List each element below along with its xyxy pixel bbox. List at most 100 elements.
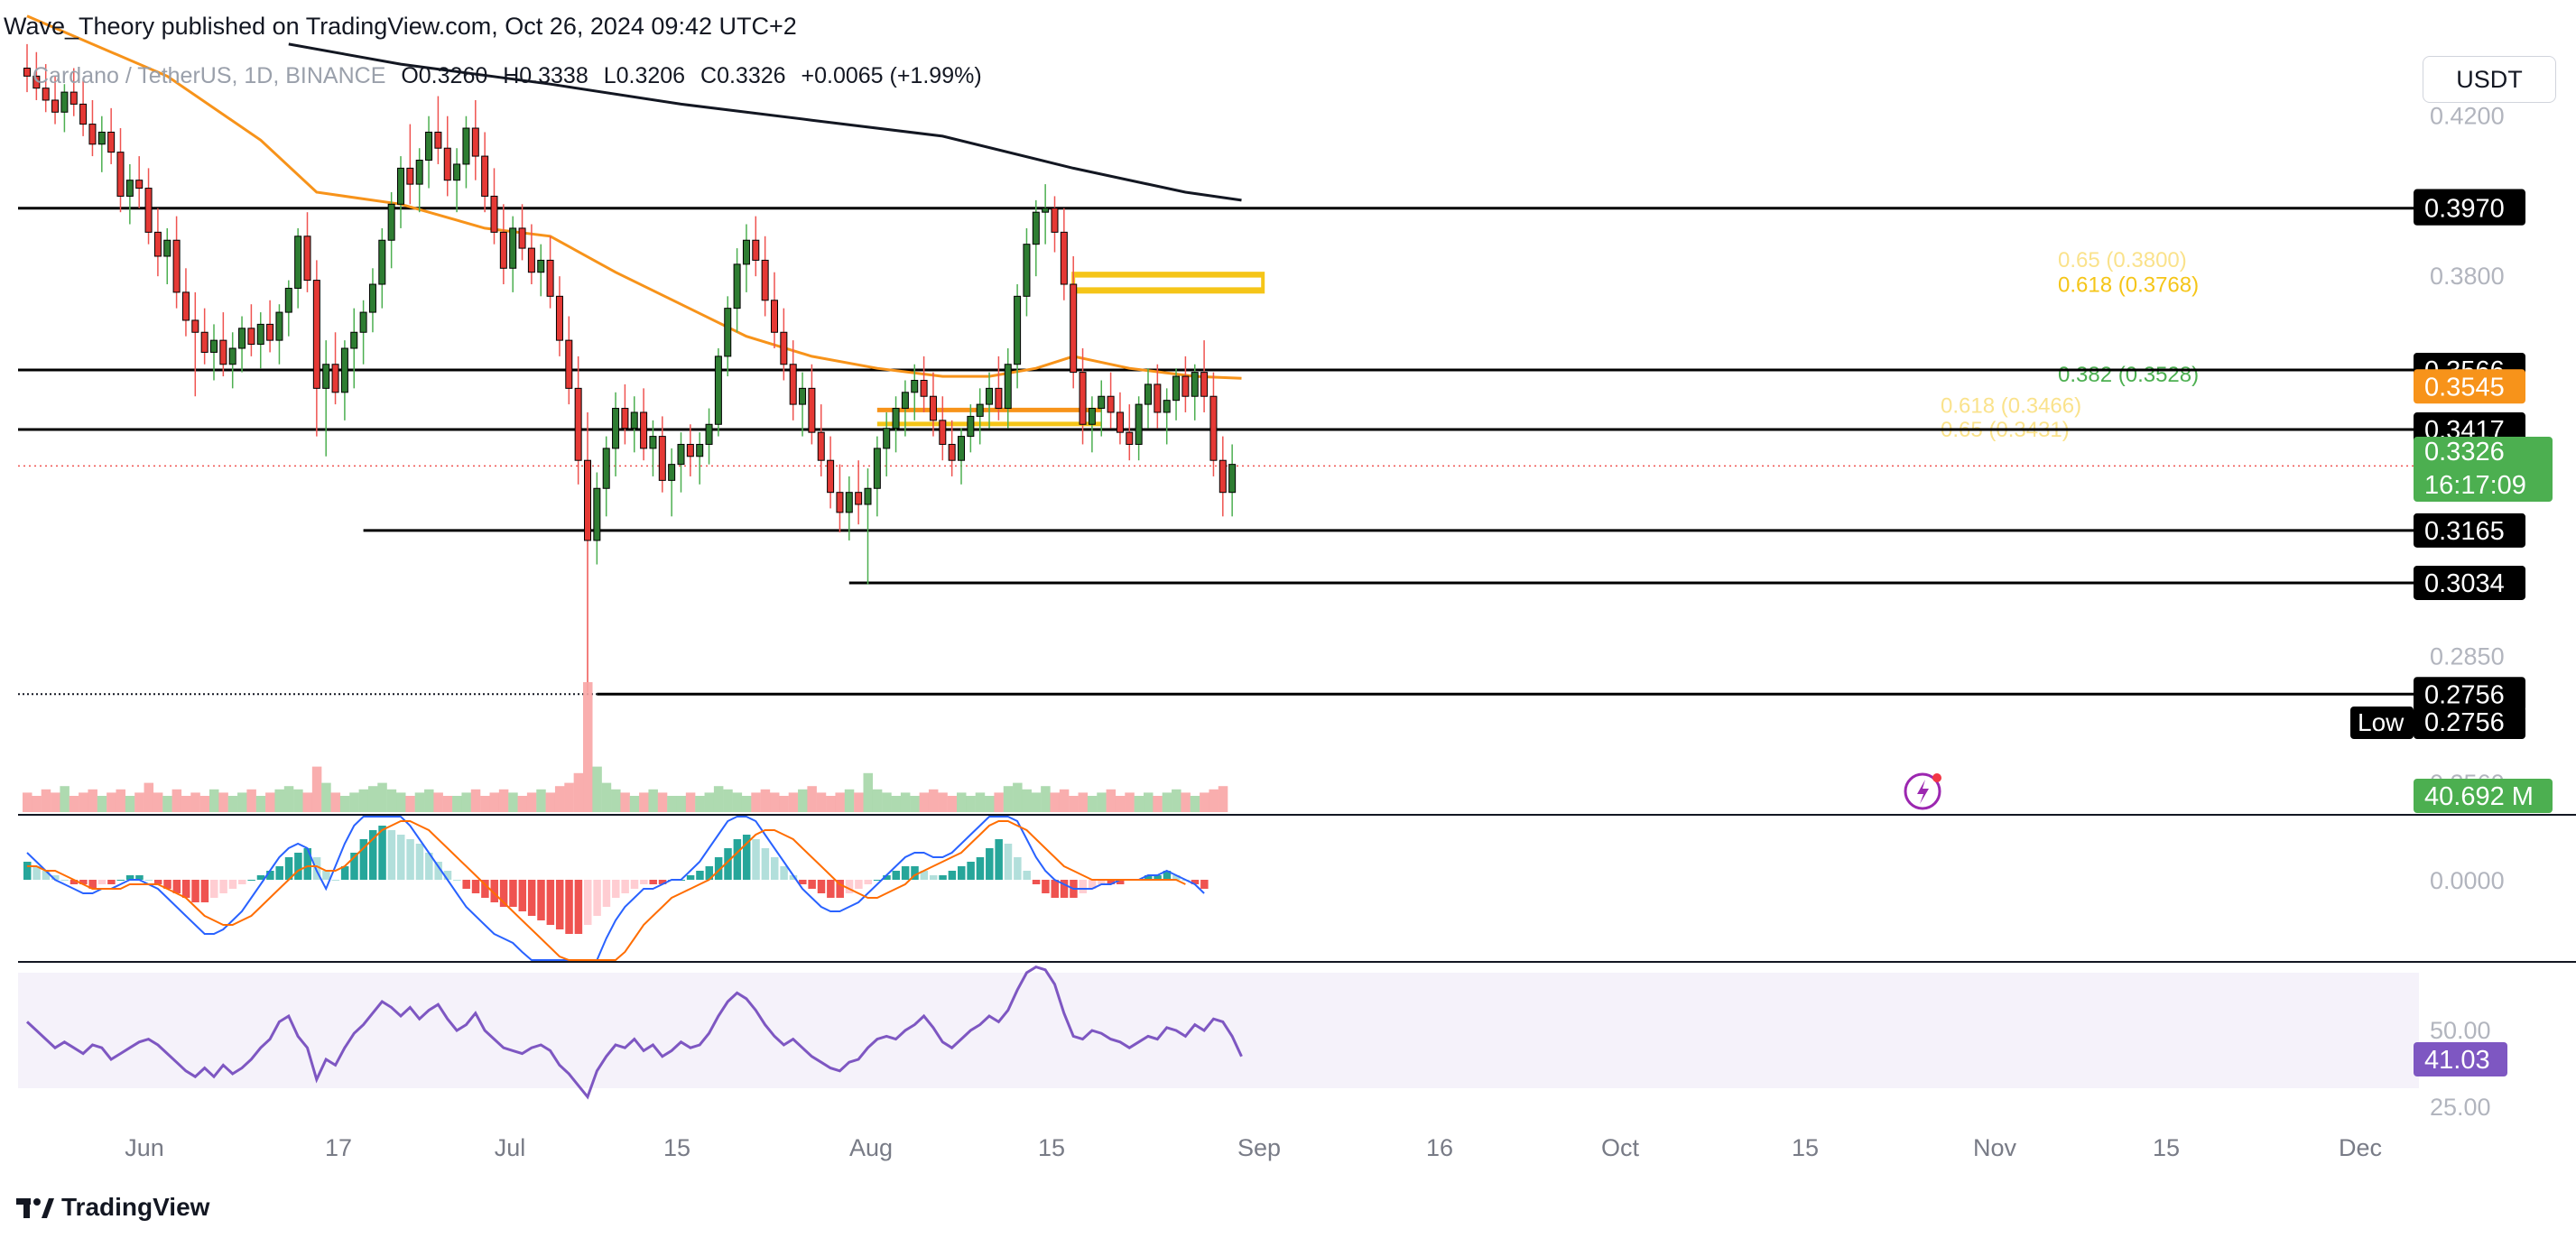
- macd-histogram-bar: [415, 844, 424, 880]
- candle-body: [574, 387, 582, 461]
- candle-body: [1200, 372, 1209, 397]
- macd-histogram-bar: [294, 853, 302, 880]
- candle-body: [462, 127, 470, 165]
- macd-histogram-bar: [574, 880, 583, 934]
- candle-body: [771, 300, 778, 333]
- volume-bar: [349, 792, 359, 812]
- macd-histogram-bar: [378, 826, 386, 880]
- volume-bar: [461, 792, 471, 812]
- fib-label: 0.65 (0.3800): [2058, 248, 2187, 273]
- candle-body: [724, 308, 732, 357]
- macd-histogram-bar: [593, 880, 601, 916]
- macd-histogram-bar: [51, 875, 60, 880]
- volume-bar: [872, 789, 883, 812]
- macd-histogram-bar: [60, 880, 69, 881]
- macd-histogram-bar: [584, 880, 592, 925]
- volume-bar: [218, 792, 228, 812]
- rsi-tick: 50.00: [2430, 1017, 2491, 1044]
- current-price-tag: 0.3326 16:17:09: [2414, 437, 2553, 502]
- candle-body: [1144, 383, 1152, 405]
- macd-histogram-bar: [527, 880, 536, 916]
- macd-histogram-bar: [565, 880, 573, 934]
- candle-body: [23, 67, 31, 77]
- candle-body: [1135, 403, 1143, 445]
- volume-bar: [779, 796, 789, 812]
- candle-body: [368, 283, 376, 313]
- low-value: 0.3206: [616, 63, 686, 88]
- candle-body: [527, 247, 535, 273]
- candle-body: [1107, 395, 1115, 413]
- candle-body: [42, 88, 50, 101]
- volume-bar: [1041, 786, 1051, 812]
- macd-histogram-bar: [200, 880, 209, 902]
- candle-body: [845, 492, 853, 513]
- volume-bar: [657, 792, 668, 812]
- candle-body: [593, 487, 601, 541]
- candle-body: [1219, 459, 1227, 494]
- tradingview-logo[interactable]: TradingView: [16, 1193, 209, 1222]
- candle-body: [1126, 431, 1134, 445]
- candle-body: [1088, 408, 1096, 425]
- candle-body: [873, 448, 881, 489]
- candle-body: [144, 188, 153, 233]
- volume-bar: [629, 796, 640, 812]
- volume-bar: [928, 789, 939, 812]
- volume-bar: [770, 792, 780, 812]
- volume-bar: [1106, 789, 1117, 812]
- volume-bar: [517, 796, 528, 812]
- grid: [18, 814, 2576, 963]
- candle-body: [836, 492, 844, 513]
- volume-bar: [788, 792, 799, 812]
- volume-bar: [97, 796, 107, 812]
- macd-histogram-bar: [752, 839, 760, 880]
- candle-body: [107, 131, 116, 153]
- time-tick: 16: [1426, 1134, 1453, 1161]
- macd-histogram-bar: [1088, 880, 1097, 889]
- volume-bar: [51, 792, 60, 812]
- candle-body: [1098, 395, 1106, 410]
- macd-histogram-bar: [789, 875, 798, 880]
- candle-body: [1023, 244, 1031, 297]
- ema200-line: [288, 42, 1242, 202]
- symbol-label[interactable]: Cardano / TetherUS, 1D, BINANCE: [32, 63, 386, 88]
- candle-body: [649, 436, 657, 449]
- macd-histogram-bar: [1032, 880, 1041, 884]
- volume-bar: [648, 789, 658, 812]
- volume-bar: [358, 789, 369, 812]
- volume-bar: [199, 796, 210, 812]
- currency-button[interactable]: USDT: [2423, 56, 2556, 103]
- macd-histogram-bar: [546, 880, 555, 925]
- candle-body: [677, 443, 685, 466]
- price-labels: 0.39750.39700.35660.34170.31650.30340.27…: [1904, 189, 2553, 1076]
- change-value: +0.0065 (+1.99%): [801, 63, 982, 88]
- macd-histogram-bar: [191, 880, 199, 902]
- level-price-tag-bg: [2414, 190, 2525, 226]
- legend-row: Cardano / TetherUS, 1D, BINANCE O0.3260 …: [32, 63, 982, 89]
- candle-body: [116, 152, 125, 197]
- candle-body: [499, 231, 507, 269]
- volume-bar: [751, 792, 761, 812]
- candle-body: [929, 395, 937, 421]
- candle-body: [705, 423, 713, 445]
- rsi-line: [25, 965, 1243, 1100]
- candle-body: [434, 131, 442, 149]
- candle-body: [322, 364, 330, 389]
- level-price-tag-text: 0.3165: [2424, 517, 2505, 546]
- volume-bar: [1218, 786, 1228, 812]
- candle-body: [892, 408, 900, 430]
- macd-histogram-bar: [602, 880, 611, 907]
- candle-body: [901, 392, 909, 410]
- candle-body: [780, 331, 788, 365]
- time-tick: 15: [1792, 1134, 1819, 1161]
- candle-body: [238, 328, 246, 349]
- level-price-tag-text: 0.3970: [2424, 195, 2505, 224]
- macd-histogram-bar: [696, 871, 704, 880]
- macd-histogram-bar: [443, 871, 452, 880]
- volume-bar: [798, 789, 808, 812]
- low-tag: Low 0.2756: [2350, 707, 2525, 739]
- volume-bar: [545, 792, 556, 812]
- volume-bars: [23, 682, 1228, 812]
- low-tag-bg: [2350, 707, 2414, 739]
- candle-body: [331, 364, 339, 393]
